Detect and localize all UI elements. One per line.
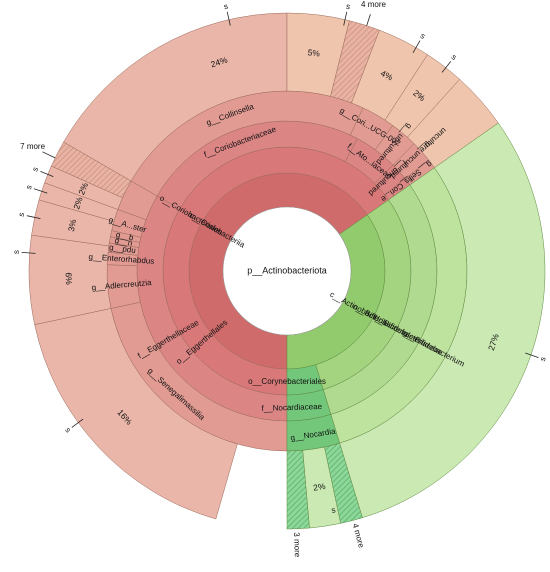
more-label-4-top: 4 more [361,0,386,9]
species-s-nocardia: s [331,505,337,515]
s-tick-adlercreutzia [21,252,36,254]
s-tick-collinsella [226,11,231,26]
s-tick-2a-label: s [24,184,34,191]
species-pct-2-a: 2% [71,195,84,210]
species-segment-collinsella-24[interactable] [63,12,288,182]
species-pct-2-b: 2% [76,181,90,197]
more-label-7: 7 more [20,142,45,151]
species-segment-7-more-hatch[interactable] [50,141,132,199]
center-hole[interactable] [222,206,352,336]
order-label-corynebacteriales: o__Corynebacteriales [248,377,326,386]
krona-rings [28,12,546,530]
more-label-3-bottom: 3 more [292,532,302,558]
genus-label-b: g__b [115,230,135,243]
family-label-nocardiaceae: f__Nocardiaceae [261,402,322,413]
s-tick-senegalimassilia-label: s [63,426,73,435]
s-tick-uncultured-2-label: s [450,52,459,62]
species-pct-6: 6% [64,272,74,285]
genus-label-n: g__n [114,236,133,248]
s-tick-adlercreutzia-label: s [12,250,21,255]
more-tick-7 [42,151,56,159]
s-tick-2a [33,188,48,194]
s-tick-collinsella-label: s [223,2,229,12]
s-tick-bifidobacterium-label: s [538,356,548,363]
center-label: p__Actinobacteriota [247,265,327,275]
species-pct-5: 5% [307,47,321,58]
s-tick-2b-label: s [30,166,40,173]
s-tick-bifidobacterium [525,352,539,358]
s-tick-uncultured-4 [412,40,421,53]
genus-label-pdu: g__pdu [109,243,137,255]
more-tick-4-top [366,14,371,26]
s-tick-senegalimassilia [71,418,84,428]
s-tick-3-label: s [17,212,27,218]
s-tick-3 [26,215,41,219]
species-segment-bifidobacterium-27[interactable] [339,122,546,519]
s-tick-2b [40,171,54,177]
species-pct-2-nocardia: 2% [312,481,326,493]
species-segment-3-more-green-hatch[interactable] [286,450,310,530]
species-pct-3: 3% [66,218,78,233]
s-tick-cori [343,11,348,26]
more-label-4-bottom: 4 more [351,522,366,549]
s-tick-cori-label: s [345,2,351,12]
s-tick-uncultured-2 [441,61,452,73]
s-tick-uncultured-4-label: s [419,31,427,41]
